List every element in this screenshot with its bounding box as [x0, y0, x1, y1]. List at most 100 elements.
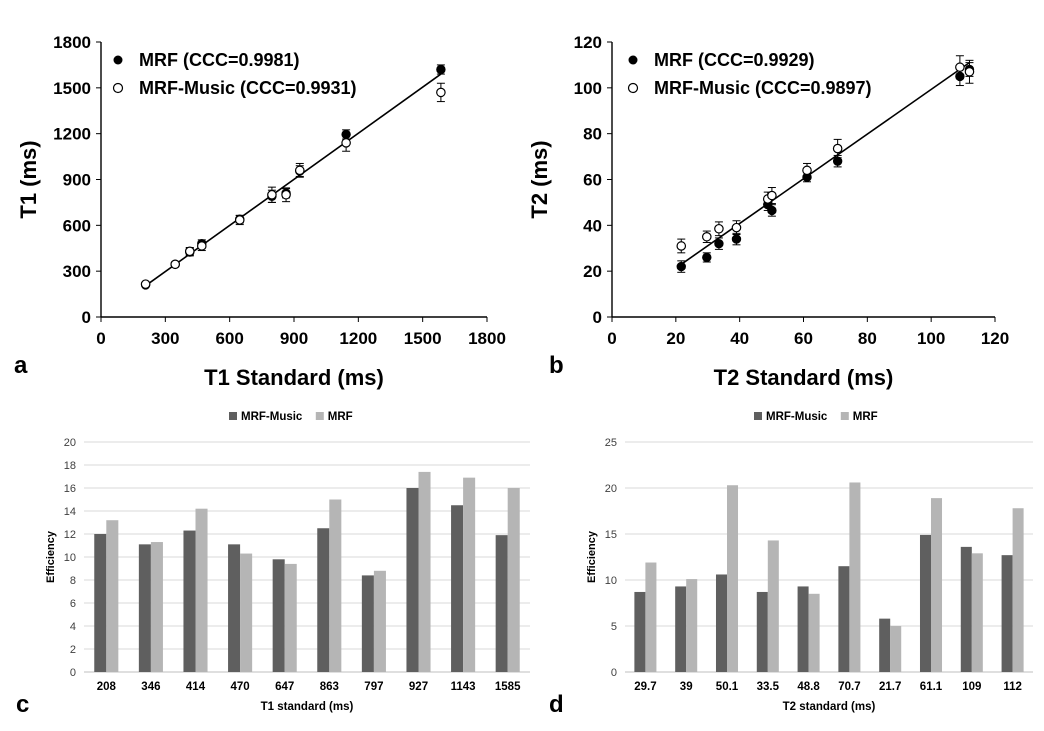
data-point-open: [196, 241, 207, 251]
legend-swatch: [840, 412, 849, 420]
y-tick-label: 25: [605, 437, 617, 449]
x-tick-label: 900: [280, 329, 308, 348]
bar-mrf-music: [138, 544, 151, 672]
bar-mrf: [686, 579, 698, 672]
y-tick-label: 120: [574, 33, 602, 52]
y-tick-label: 0: [82, 308, 91, 327]
legend-label: MRF-Music: [241, 411, 303, 423]
x-tick-label: 1143: [451, 681, 476, 693]
y-tick-label: 100: [574, 79, 602, 98]
bar-mrf: [150, 542, 163, 672]
bar-mrf: [727, 485, 739, 672]
bar-mrf-music: [272, 559, 285, 672]
data-point-open: [676, 241, 687, 251]
legend-label: MRF (CCC=0.9929): [654, 50, 815, 70]
y-tick-label: 0: [611, 667, 617, 679]
bar-mrf-music: [361, 575, 374, 672]
y-tick-label: 80: [583, 125, 602, 144]
data-point-filled: [731, 234, 742, 244]
legend-label: MRF: [853, 411, 878, 423]
y-axis-title: Efficiency: [45, 530, 57, 583]
data-point-filled: [767, 205, 777, 216]
y-tick-label: 5: [611, 621, 617, 633]
data-point-open: [714, 223, 724, 234]
legend-marker-filled: [113, 55, 123, 65]
x-tick-label: 208: [97, 681, 117, 693]
data-point-open: [802, 165, 812, 176]
bar-mrf-music: [1001, 555, 1013, 672]
x-tick-label: 600: [215, 329, 243, 348]
data-point-open: [294, 165, 305, 176]
x-tick-label: 1585: [495, 681, 521, 693]
data-point-open: [184, 246, 195, 257]
y-axis-title: T2 (ms): [527, 140, 552, 218]
data-point-open: [267, 189, 277, 200]
panel-label-d: d: [549, 691, 564, 718]
bar-mrf: [240, 553, 253, 672]
x-tick-label: 48.8: [797, 681, 820, 693]
y-tick-label: 40: [583, 216, 602, 235]
x-tick-label: 109: [962, 681, 981, 693]
bar-mrf-music: [406, 488, 419, 672]
y-tick-label: 0: [70, 667, 76, 679]
bar-mrf-music: [183, 530, 196, 672]
x-tick-label: 21.7: [879, 681, 901, 693]
y-tick-label: 10: [64, 552, 76, 564]
x-tick-label: 1500: [404, 329, 442, 348]
y-tick-label: 8: [70, 575, 76, 587]
x-tick-label: 80: [858, 329, 877, 348]
x-tick-label: 112: [1003, 681, 1022, 693]
bar-mrf: [645, 562, 657, 672]
y-tick-label: 1200: [53, 125, 91, 144]
y-tick-label: 2: [70, 644, 76, 656]
data-point-filled: [702, 252, 712, 263]
bar-mrf: [284, 563, 297, 672]
x-tick-label: 927: [409, 681, 428, 693]
bar-mrf: [849, 482, 861, 672]
x-axis-title: T2 Standard (ms): [714, 365, 894, 390]
bar-mrf: [373, 570, 386, 672]
bar-mrf: [1012, 508, 1024, 672]
x-tick-label: 0: [96, 329, 105, 348]
data-point-open: [140, 279, 151, 289]
x-tick-label: 60: [794, 329, 813, 348]
y-tick-label: 18: [64, 460, 76, 472]
bar-mrf: [931, 498, 943, 672]
bar-mrf-music: [675, 586, 687, 672]
bar-mrf: [106, 520, 119, 672]
y-tick-label: 6: [70, 598, 76, 610]
data-point-filled: [676, 261, 686, 272]
x-axis-title: T2 standard (ms): [783, 701, 876, 713]
x-axis-title: T1 standard (ms): [261, 701, 354, 713]
bar-mrf-music: [634, 591, 646, 672]
bar-mrf: [767, 540, 779, 672]
legend-swatch: [229, 412, 237, 420]
panel-label-b: b: [549, 352, 564, 379]
bar-mrf-music: [919, 534, 931, 672]
y-tick-label: 20: [583, 262, 602, 281]
x-tick-label: 120: [981, 329, 1009, 348]
bar-mrf-music: [879, 618, 891, 672]
bar-mrf: [808, 593, 820, 672]
data-point-open: [964, 66, 975, 77]
x-tick-label: 1800: [468, 329, 506, 348]
data-point-open: [955, 62, 965, 73]
y-axis-title: Efficiency: [586, 530, 598, 583]
y-axis-title: T1 (ms): [16, 140, 41, 218]
y-tick-label: 16: [64, 483, 76, 495]
chart-a-t1-scatter: 0 300 600 900 1200 1500 1800 0 300 600 900 1200 1500…: [16, 33, 506, 390]
y-tick-label: 0: [593, 308, 602, 327]
x-tick-label: 647: [275, 681, 294, 693]
bar-mrf-music: [317, 528, 330, 672]
x-tick-label: 0: [607, 329, 616, 348]
legend-label: MRF: [328, 411, 353, 423]
y-tick-label: 1800: [53, 33, 91, 52]
x-tick-label: 33.5: [757, 681, 780, 693]
x-tick-label: 414: [186, 681, 206, 693]
y-tick-label: 14: [64, 506, 76, 518]
data-point-filled: [714, 238, 724, 249]
series-open: [140, 82, 446, 289]
bar-mrf-music: [451, 505, 464, 672]
legend-marker-open: [112, 82, 124, 94]
